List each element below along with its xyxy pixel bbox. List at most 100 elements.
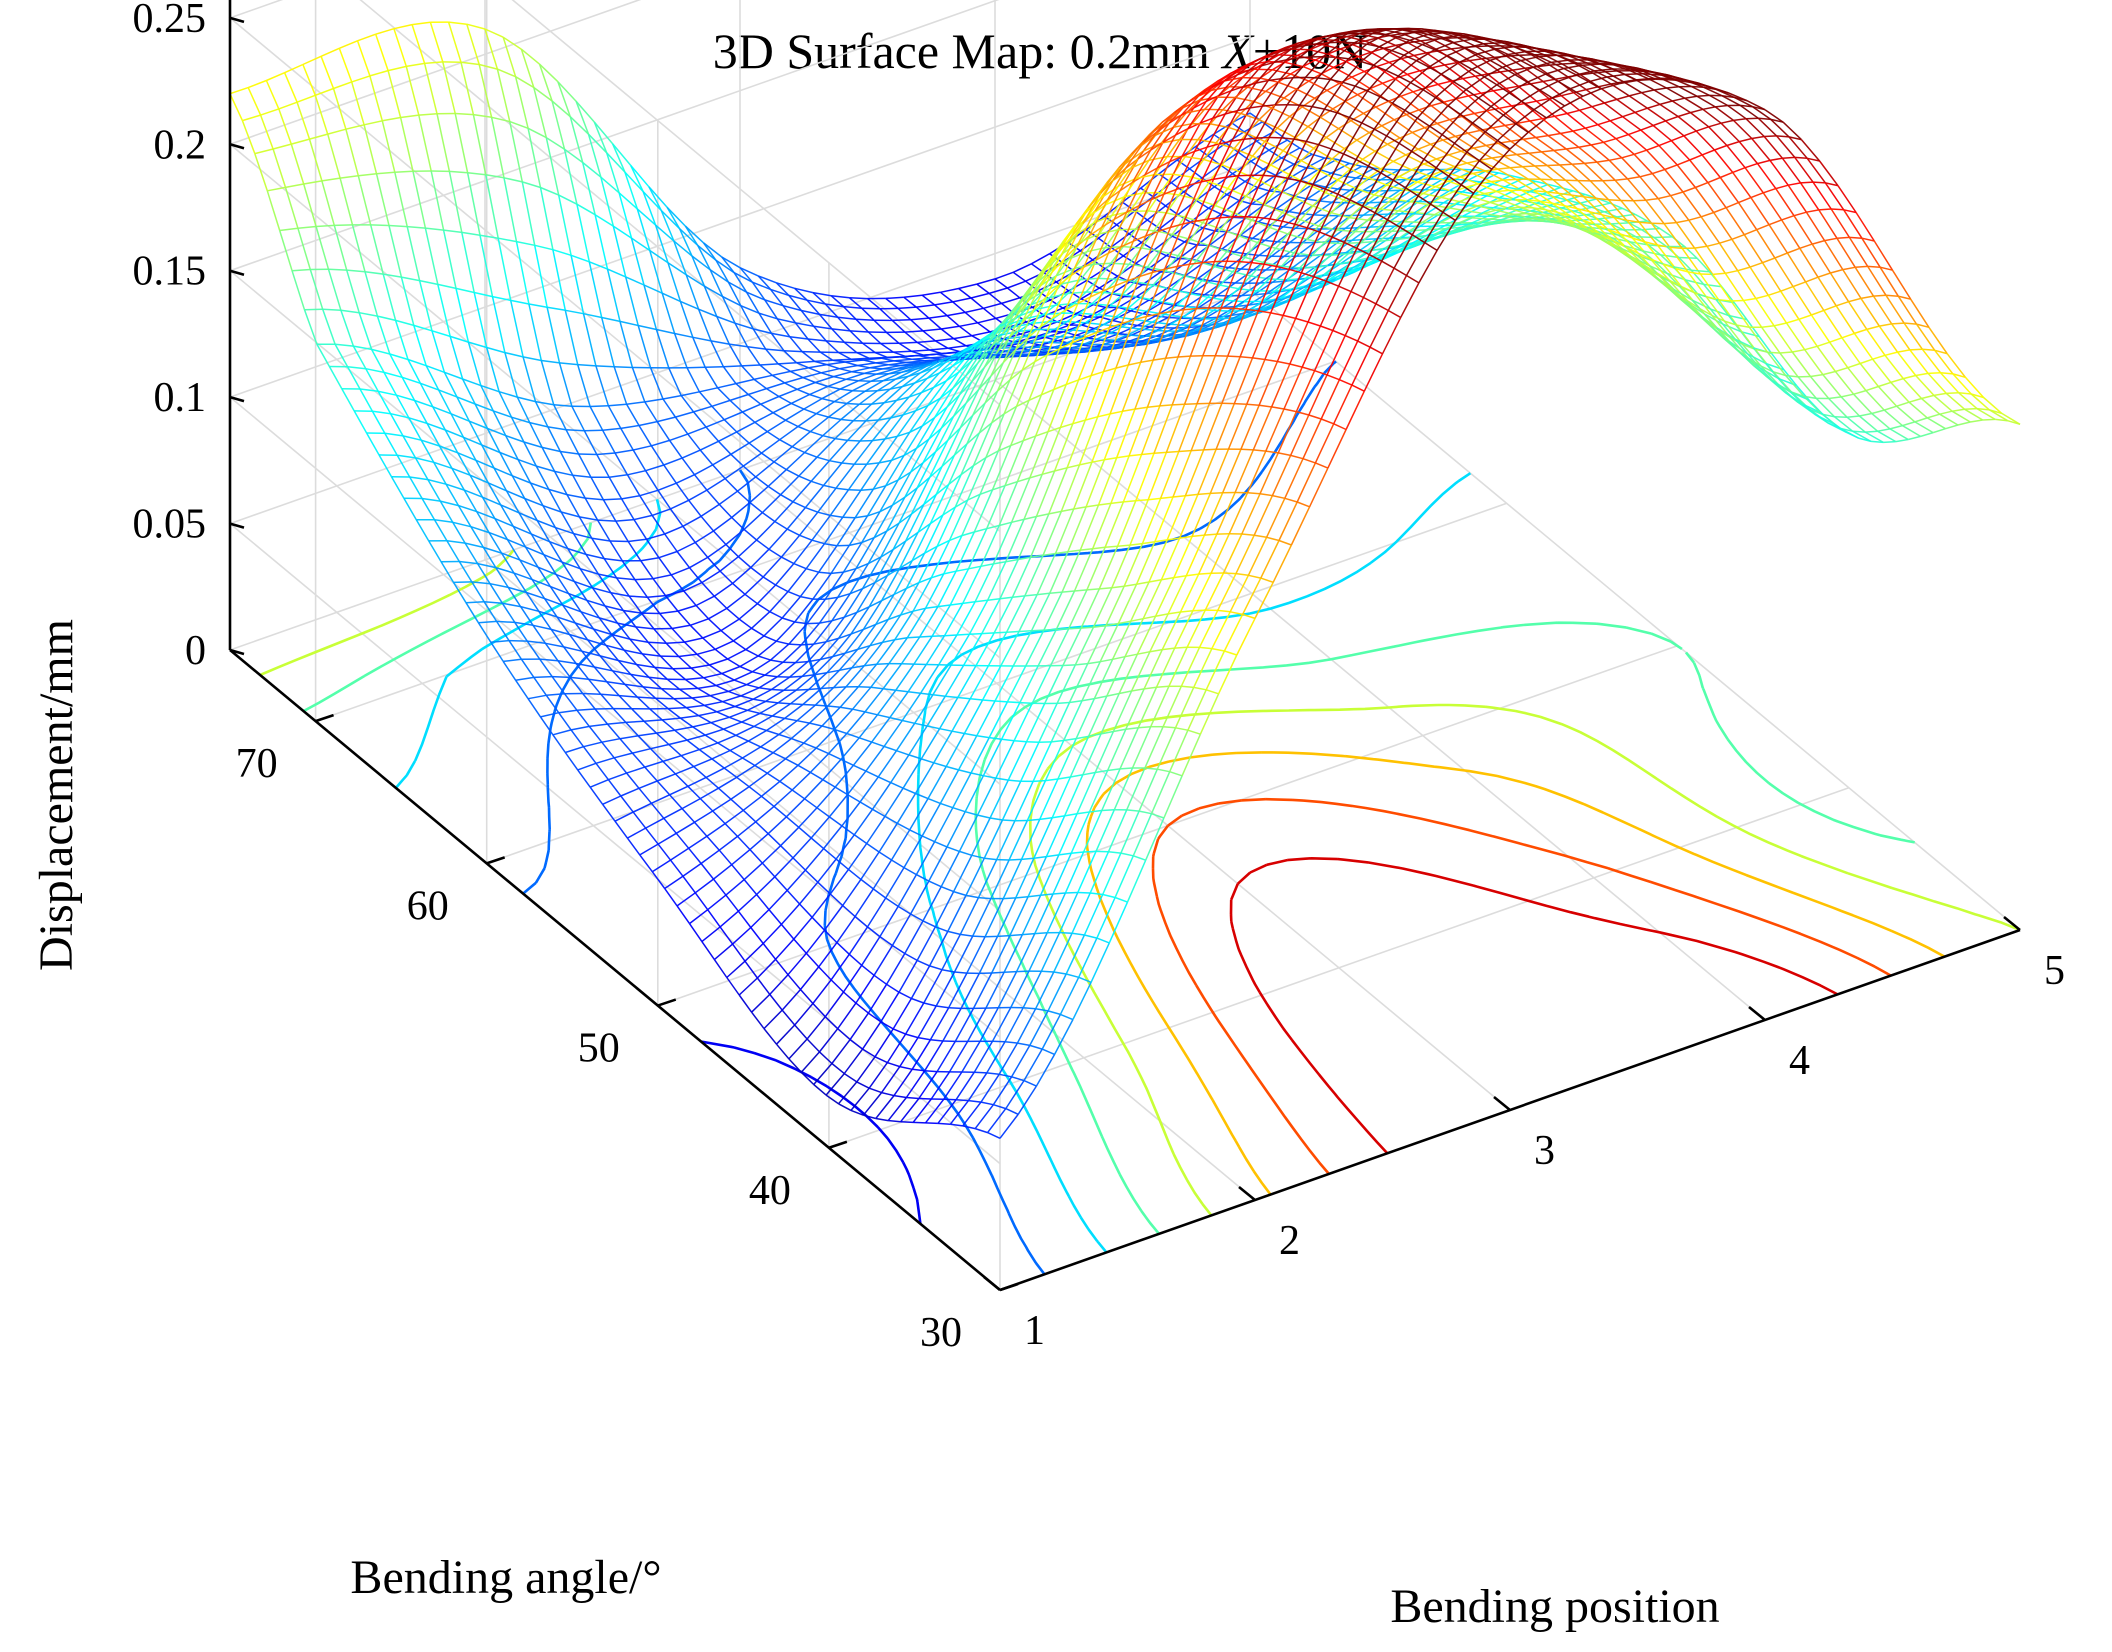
- mesh-segment: [671, 567, 690, 576]
- mesh-segment: [505, 435, 519, 460]
- mesh-segment: [719, 910, 739, 928]
- mesh-segment: [891, 319, 906, 333]
- mesh-segment: [1244, 175, 1264, 218]
- mesh-segment: [524, 498, 538, 521]
- mesh-segment: [1167, 611, 1181, 615]
- mesh-segment: [805, 543, 826, 570]
- mesh-segment: [1272, 69, 1291, 75]
- mesh-segment: [1010, 1045, 1031, 1078]
- mesh-segment: [922, 428, 942, 464]
- mesh-segment: [401, 376, 416, 401]
- mesh-segment: [462, 378, 482, 387]
- mesh-segment: [439, 445, 458, 454]
- mesh-segment: [724, 809, 744, 825]
- mesh-segment: [678, 228, 693, 257]
- mesh-segment: [634, 579, 648, 598]
- mesh-segment: [571, 405, 586, 432]
- mesh-segment: [1063, 774, 1084, 817]
- mesh-segment: [447, 21, 462, 63]
- mesh-segment: [915, 306, 930, 319]
- mesh-segment: [974, 527, 987, 533]
- mesh-segment: [684, 225, 705, 244]
- mesh-segment: [660, 688, 675, 700]
- mesh-segment: [908, 391, 922, 398]
- mesh-segment: [474, 291, 493, 298]
- mesh-segment: [1240, 268, 1254, 271]
- mesh-segment: [903, 866, 917, 876]
- mesh-segment: [857, 644, 871, 651]
- contour-line: [1151, 797, 1892, 1175]
- mesh-segment: [884, 414, 904, 440]
- mesh-segment: [895, 722, 916, 752]
- mesh-segment: [1244, 242, 1259, 258]
- mesh-segment: [605, 644, 619, 661]
- mesh-segment: [1231, 122, 1245, 133]
- mesh-segment: [777, 318, 796, 324]
- mesh-segment: [358, 172, 377, 177]
- mesh-segment: [840, 388, 853, 392]
- mesh-segment: [941, 427, 961, 467]
- mesh-segment: [991, 971, 1005, 974]
- mesh-segment: [1115, 307, 1129, 318]
- mesh-segment: [751, 611, 771, 629]
- mesh-segment: [1183, 355, 1204, 405]
- mesh-segment: [448, 171, 463, 233]
- mesh-segment: [1135, 453, 1155, 501]
- mesh-segment: [930, 1071, 951, 1100]
- mesh-segment: [1259, 452, 1279, 495]
- mesh-segment: [885, 297, 899, 309]
- mesh-segment: [873, 530, 887, 539]
- mesh-segment: [1100, 693, 1120, 735]
- mesh-segment: [862, 1092, 883, 1116]
- mesh-segment: [561, 561, 581, 570]
- mesh-segment: [1300, 147, 1315, 162]
- mesh-segment: [1135, 541, 1156, 585]
- mesh-segment: [899, 1037, 919, 1067]
- mesh-segment: [711, 399, 731, 408]
- mesh-segment: [805, 929, 826, 954]
- mesh-segment: [830, 295, 844, 308]
- mesh-segment: [1307, 321, 1321, 327]
- mesh-segment: [755, 805, 775, 823]
- mesh-segment: [875, 618, 889, 626]
- mesh-segment: [684, 678, 699, 690]
- mesh-segment: [695, 595, 715, 607]
- mesh-segment: [456, 396, 470, 422]
- mesh-segment: [1276, 195, 1296, 210]
- mesh-segment: [424, 227, 439, 285]
- mesh-segment: [1236, 618, 1256, 656]
- mesh-segment: [538, 63, 553, 102]
- mesh-segment: [793, 916, 813, 940]
- mesh-segment: [523, 441, 543, 449]
- mesh-segment: [1091, 413, 1111, 463]
- mesh-segment: [1069, 735, 1090, 778]
- mesh-segment: [786, 468, 800, 477]
- mesh-segment: [652, 574, 672, 580]
- mesh-segment: [1096, 367, 1117, 418]
- mesh-segment: [965, 307, 984, 314]
- mesh-segment: [483, 546, 502, 554]
- mesh-segment: [731, 849, 751, 866]
- mesh-segment: [1270, 269, 1290, 314]
- mesh-segment: [1065, 379, 1079, 386]
- mesh-segment: [862, 600, 883, 630]
- mesh-segment: [776, 640, 790, 645]
- mesh-segment: [1182, 220, 1196, 225]
- mesh-segment: [1133, 235, 1146, 242]
- mesh-segment: [945, 733, 966, 767]
- mesh-segment: [1238, 219, 1253, 237]
- mesh-segment: [922, 330, 936, 342]
- mesh-segment: [935, 340, 949, 349]
- mesh-segment: [371, 410, 386, 434]
- mesh-segment: [793, 938, 807, 954]
- mesh-segment: [1227, 112, 1242, 128]
- mesh-segment: [1221, 356, 1241, 404]
- mesh-segment: [395, 319, 414, 327]
- mesh-segment: [563, 693, 578, 711]
- mesh-segment: [491, 296, 506, 353]
- mesh-segment: [744, 576, 764, 595]
- mesh-segment: [993, 596, 1014, 634]
- mesh-segment: [992, 1076, 1013, 1106]
- mesh-segment: [994, 700, 1008, 703]
- mesh-segment: [710, 722, 724, 730]
